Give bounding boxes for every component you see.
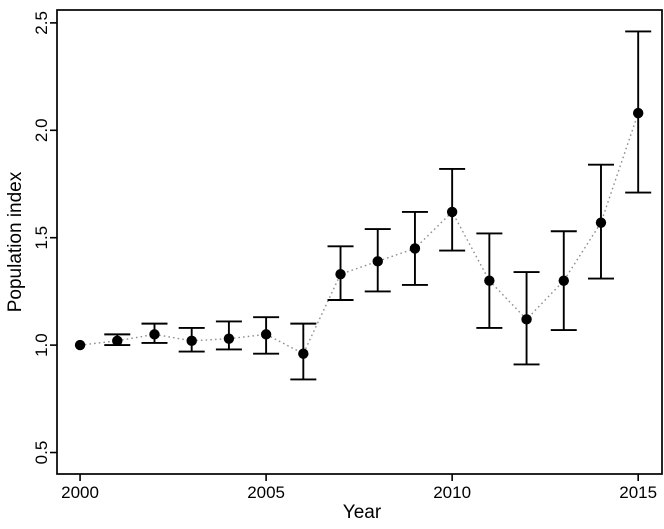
data-point (186, 335, 197, 347)
data-point (558, 275, 569, 286)
x-tick-label: 2010 (433, 483, 471, 502)
y-axis-title: Population index (5, 171, 26, 313)
data-point (112, 335, 123, 347)
x-axis-title: Year (342, 502, 382, 523)
data-point (149, 329, 160, 340)
y-tick-label: 1.5 (32, 226, 51, 250)
data-point (521, 314, 532, 325)
data-point (298, 348, 309, 359)
data-point (74, 339, 86, 351)
data-point (484, 275, 495, 286)
data-point (223, 333, 235, 344)
data-point (409, 243, 421, 254)
series-connector-line (79, 112, 639, 355)
data-point (260, 329, 272, 340)
data-point (632, 107, 644, 119)
x-tick-label: 2000 (61, 483, 99, 502)
y-tick-label: 2.0 (32, 118, 51, 142)
x-tick-label: 2005 (247, 483, 285, 502)
data-point (335, 269, 346, 280)
x-tick-label: 2015 (619, 483, 657, 502)
y-tick-label: 0.5 (32, 441, 51, 465)
data-point (446, 206, 458, 218)
data-point (372, 256, 383, 267)
data-point (595, 217, 607, 228)
plot-border (56, 9, 663, 475)
y-tick-label: 1.0 (32, 333, 51, 357)
y-tick-label: 2.5 (32, 11, 51, 35)
